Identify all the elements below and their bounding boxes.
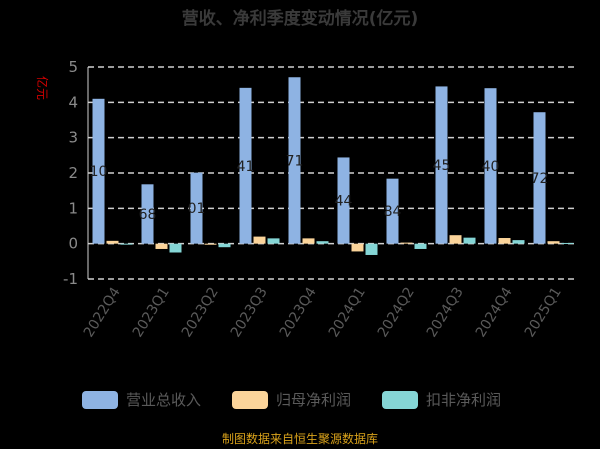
bar-series-2 <box>498 238 511 244</box>
data-label: 01 <box>188 201 206 217</box>
chart-title: 营收、净利季度变动情况(亿元) <box>182 8 419 29</box>
legend-label: 扣非净利润 <box>426 391 501 409</box>
data-label: 45 <box>433 158 451 174</box>
bar-series-2 <box>547 241 560 244</box>
y-tick-label: 2 <box>68 164 78 182</box>
bar-series-3 <box>267 238 280 244</box>
bar-series-3 <box>218 243 231 248</box>
x-tick-label: 2024Q2 <box>375 285 418 341</box>
x-tick-label: 2023Q1 <box>130 285 173 341</box>
x-tick-label: 2023Q4 <box>277 285 320 341</box>
bar-series-3 <box>561 242 574 244</box>
x-tick-label: 2023Q3 <box>228 285 271 341</box>
data-label: 41 <box>237 159 255 175</box>
y-tick-label: 5 <box>68 58 78 76</box>
y-tick-label: 3 <box>68 129 78 147</box>
y-tick-label: 4 <box>68 93 78 111</box>
y-axis-ticks: -1 0 1 2 3 4 5 <box>63 58 78 288</box>
y-tick-label: 0 <box>68 235 78 253</box>
bar-series-1 <box>239 87 252 244</box>
bar-series-3 <box>512 240 525 244</box>
data-label: 68 <box>139 207 157 223</box>
x-tick-label: 2022Q4 <box>81 285 124 341</box>
data-label: 72 <box>531 171 549 187</box>
data-label: 44 <box>335 194 353 210</box>
legend-label: 营业总收入 <box>126 391 201 409</box>
bar-series-2 <box>351 243 364 252</box>
y-axis-label: 亿元 <box>35 76 50 100</box>
bar-series-1 <box>533 112 546 244</box>
data-label: 40 <box>482 159 500 175</box>
bar-series-2 <box>155 243 168 249</box>
x-tick-label: 2024Q4 <box>473 285 516 341</box>
x-axis-ticks: 2022Q4 2023Q1 2023Q2 2023Q3 2023Q4 2024Q1 2024… <box>81 285 565 341</box>
bar-series-3 <box>414 243 427 249</box>
bar-series-1 <box>435 86 448 244</box>
x-tick-label: 2025Q1 <box>522 285 565 341</box>
legend-swatch <box>382 391 418 409</box>
source-note: 制图数据来自恒生聚源数据库 <box>222 431 378 446</box>
y-tick-label: -1 <box>63 270 78 288</box>
bar-series-1 <box>288 77 301 244</box>
legend-label: 归母净利润 <box>276 391 351 409</box>
x-tick-label: 2023Q2 <box>179 285 222 341</box>
bar-series-2 <box>400 242 413 244</box>
bar-series-1 <box>386 178 399 244</box>
bar-series-1 <box>337 157 350 244</box>
legend-swatch <box>232 391 268 409</box>
bar-series-2 <box>302 238 315 244</box>
bar-series-1 <box>141 184 154 244</box>
bars <box>92 77 574 255</box>
data-label: 10 <box>90 164 108 180</box>
data-label: 84 <box>384 204 402 220</box>
bar-series-2 <box>106 240 119 244</box>
bar-series-3 <box>365 243 378 255</box>
x-tick-label: 2024Q3 <box>424 285 467 341</box>
legend: 营业总收入 归母净利润 扣非净利润 <box>82 391 501 409</box>
data-labels: 10 68 01 41 71 44 84 45 40 72 <box>90 153 549 223</box>
data-label: 71 <box>286 153 304 169</box>
bar-series-3 <box>120 243 133 245</box>
bar-series-1 <box>92 98 105 244</box>
bar-series-3 <box>316 241 329 244</box>
bar-series-3 <box>169 243 182 253</box>
bar-series-1 <box>484 88 497 244</box>
x-tick-label: 2024Q1 <box>326 285 369 341</box>
bar-series-2 <box>449 235 462 244</box>
legend-swatch <box>82 391 118 409</box>
y-tick-label: 1 <box>68 199 78 217</box>
bar-series-2 <box>253 236 266 244</box>
bar-series-2 <box>204 243 217 245</box>
bar-series-1 <box>190 172 203 244</box>
bar-series-3 <box>463 237 476 244</box>
